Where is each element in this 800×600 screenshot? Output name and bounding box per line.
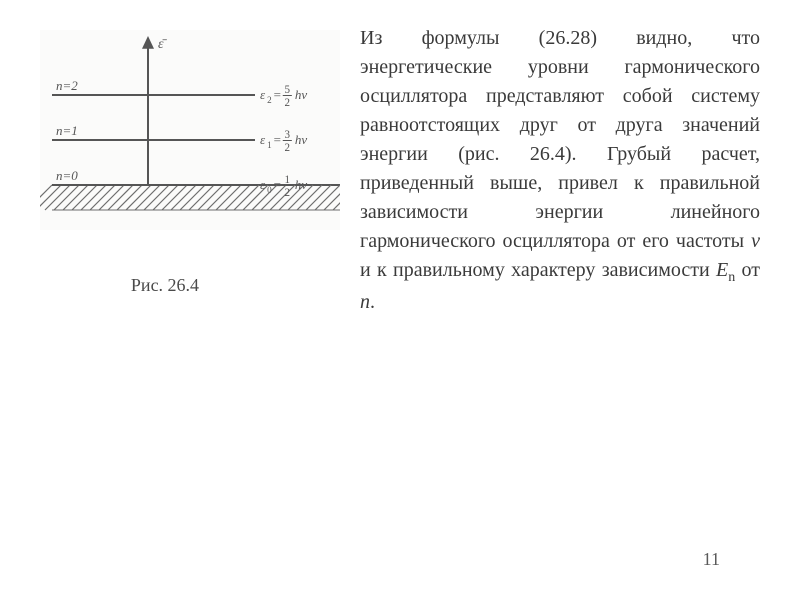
svg-text:3: 3 (285, 129, 291, 141)
svg-text:5: 5 (285, 84, 291, 96)
figure-area: ε̄n=2ε2=52hνn=1ε1=32hνn=0ε0=12hν (40, 30, 340, 290)
svg-text:2: 2 (285, 142, 291, 154)
svg-text:1: 1 (267, 140, 272, 150)
svg-text:1: 1 (285, 174, 291, 186)
svg-text:=: = (274, 177, 281, 192)
figure-caption: Рис. 26.4 (95, 275, 235, 296)
body-paragraph: Из формулы (26.28) видно, что энергетиче… (360, 24, 760, 317)
text-run: . (370, 291, 375, 313)
svg-text:0: 0 (267, 185, 272, 195)
svg-text:n=0: n=0 (56, 168, 78, 183)
svg-text:2: 2 (267, 95, 272, 105)
italic-text: E (716, 259, 728, 281)
svg-text:hν: hν (295, 177, 308, 192)
svg-text:2: 2 (285, 187, 291, 199)
svg-text:n=2: n=2 (56, 78, 78, 93)
energy-levels-diagram: ε̄n=2ε2=52hνn=1ε1=32hνn=0ε0=12hν (40, 30, 340, 230)
svg-text:=: = (274, 87, 281, 102)
text-run: от (735, 259, 760, 281)
svg-text:hν: hν (295, 132, 308, 147)
italic-text: n (360, 291, 370, 313)
text-run: Из формулы (26.28) видно, что энергетиче… (360, 27, 760, 252)
svg-text:2: 2 (285, 97, 291, 109)
svg-text:n=1: n=1 (56, 123, 78, 138)
text-run: и к правильному характеру зависимости (360, 259, 716, 281)
italic-text: v (751, 230, 760, 252)
page: ε̄n=2ε2=52hνn=1ε1=32hνn=0ε0=12hν Рис. 26… (0, 0, 800, 600)
page-number: 11 (703, 549, 720, 570)
svg-text:hν: hν (295, 87, 308, 102)
svg-text:=: = (274, 132, 281, 147)
svg-text:ε: ε (260, 132, 266, 147)
svg-text:ε: ε (260, 177, 266, 192)
svg-text:ε: ε (260, 87, 266, 102)
